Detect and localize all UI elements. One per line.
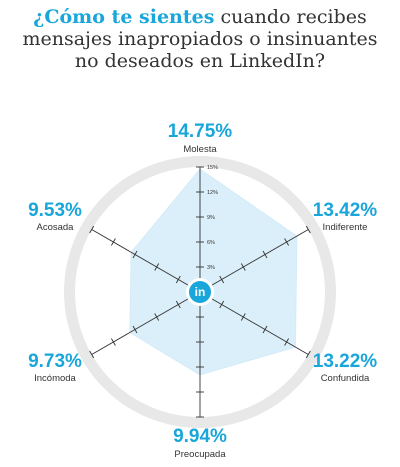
axis-tick	[284, 338, 289, 346]
axis-tick	[111, 238, 116, 246]
axis-tick	[154, 313, 160, 321]
category-label: Incómoda	[34, 373, 76, 384]
category-label: Indiferente	[323, 222, 368, 233]
axis-tick	[262, 325, 268, 334]
linkedin-icon: in	[195, 285, 206, 299]
axis-tick	[175, 300, 181, 309]
axis-line	[199, 291, 309, 355]
tick-label: 12%	[207, 190, 218, 196]
axis-tick	[132, 250, 138, 259]
category-label: Acosada	[37, 222, 75, 233]
axis-tick	[89, 350, 95, 359]
linkedin-logo: in	[186, 278, 214, 306]
value-label: 9.53%	[28, 200, 82, 221]
value-label: 9.94%	[173, 426, 227, 447]
value-label: 13.22%	[313, 351, 378, 372]
axis-tick	[305, 350, 311, 359]
title-line-3: no deseados en LinkedIn?	[74, 50, 326, 72]
axis-tick	[262, 250, 268, 259]
category-label: Preocupada	[174, 449, 226, 460]
title-line-1: ¿Cómo te sientes cuando recibes	[0, 6, 400, 28]
axis-tick	[132, 325, 138, 334]
title-line-2: mensajes inapropiados o insinuantes	[22, 28, 378, 50]
title-line-1-rest: cuando recibes	[214, 6, 367, 28]
category-label: Molesta	[183, 144, 217, 155]
axis-tick	[111, 338, 116, 346]
label-layer: 14.75% Molesta 13.42%Indiferente 13.22%Conf…	[28, 121, 377, 460]
axis-tick	[154, 263, 160, 271]
tick-label: 3%	[207, 265, 215, 271]
value-label: 14.75%	[168, 121, 233, 142]
axis-tick	[89, 225, 95, 234]
axis-tick	[219, 275, 225, 284]
axis-tick	[175, 275, 181, 284]
value-label: 13.42%	[313, 200, 378, 221]
axis-tick	[305, 225, 311, 234]
tick-label: 9%	[207, 215, 215, 221]
axis-tick	[219, 300, 225, 309]
axis-tick	[284, 238, 289, 246]
axis-line	[199, 229, 309, 293]
category-label: Confundida	[321, 373, 370, 384]
axis-line	[91, 291, 201, 355]
title-highlight: ¿Cómo te sientes	[33, 6, 215, 28]
value-label: 9.73%	[28, 351, 82, 372]
axis-line	[91, 229, 201, 293]
tick-label: 6%	[207, 240, 215, 246]
axis-tick	[240, 313, 246, 321]
axis-tick	[240, 263, 246, 271]
chart-title: ¿Cómo te sientes cuando recibes mensajes…	[0, 6, 400, 72]
logo-disc	[189, 281, 211, 303]
axis-layer: 3% 6% 9% 12% 15%	[89, 165, 311, 418]
tick-label: 15%	[207, 165, 218, 171]
